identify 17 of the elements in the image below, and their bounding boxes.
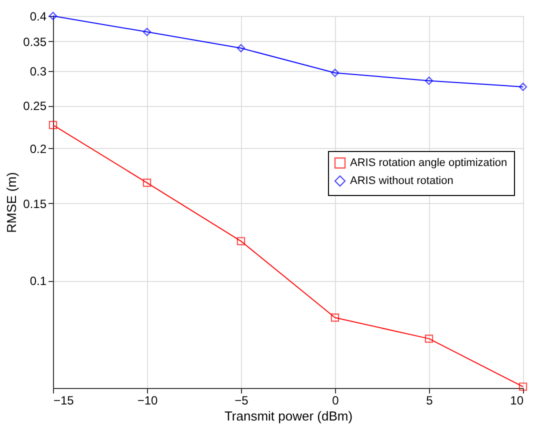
x-tick-label: 0 — [332, 394, 340, 408]
y-tick-label: 0.3 — [30, 64, 47, 78]
y-tick-label: 0.1 — [30, 274, 47, 288]
y-axis-title: RMSE (m) — [4, 172, 20, 233]
y-tick-label: 0.4 — [30, 10, 47, 24]
x-tick-label: −5 — [234, 394, 249, 408]
y-tick-label: 0.15 — [23, 196, 47, 211]
y-tick-label: 0.35 — [23, 34, 47, 49]
legend-label: ARIS without rotation — [350, 175, 454, 187]
x-axis-title: Transmit power (dBm) — [224, 408, 353, 424]
legend-label: ARIS rotation angle optimization — [350, 157, 508, 169]
x-tick-label: −10 — [137, 394, 158, 408]
x-tick-label: 10 — [510, 394, 524, 408]
y-tick-label: 0.2 — [30, 142, 47, 156]
y-tick-label: 0.25 — [23, 99, 47, 114]
x-tick-label: −15 — [54, 394, 74, 408]
x-tick-label: 5 — [426, 394, 434, 408]
